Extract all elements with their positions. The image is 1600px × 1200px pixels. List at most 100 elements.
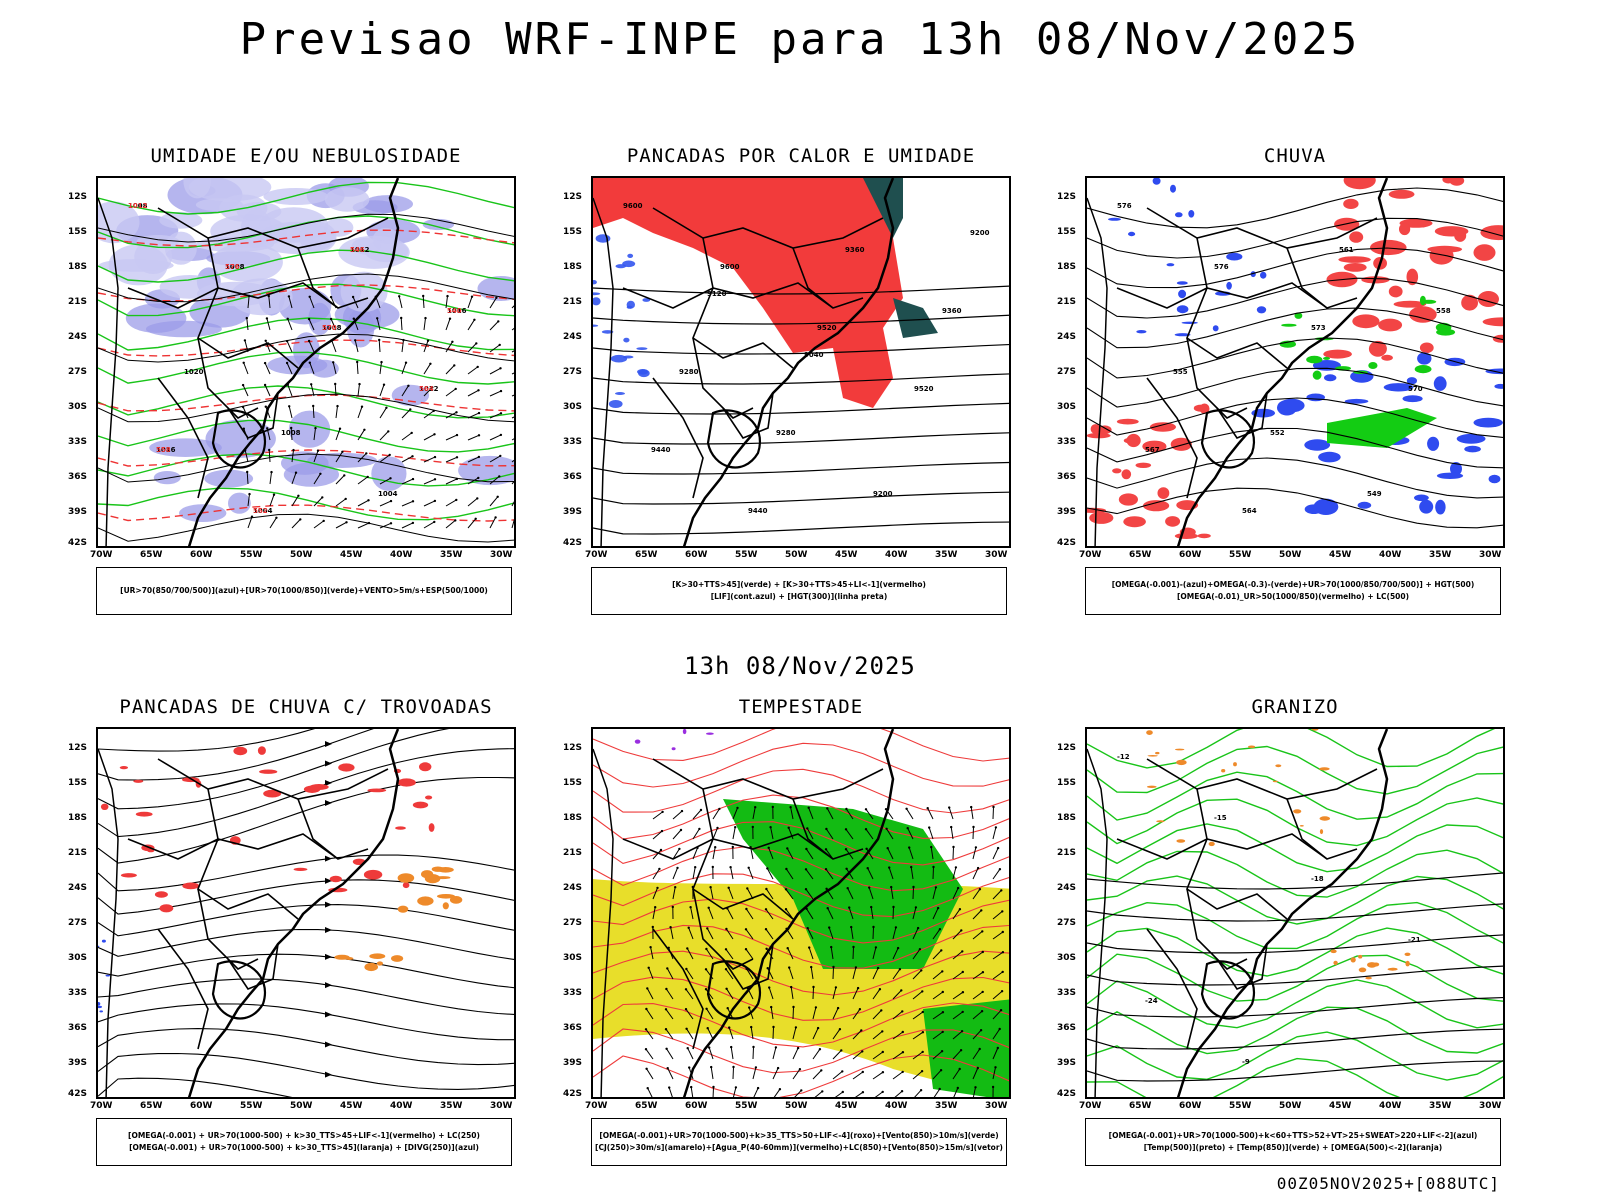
wind-arrow	[870, 907, 874, 920]
wind-arrow	[423, 363, 431, 375]
wind-arrow	[401, 455, 413, 463]
wind-arrow-head	[433, 520, 436, 524]
lat-tick-label: 24S	[68, 883, 88, 893]
lat-tick-label: 30S	[563, 402, 583, 412]
wind-arrow-head	[319, 472, 322, 475]
wind-arrow	[794, 1090, 802, 1097]
wind-arrow-head	[807, 806, 810, 809]
wind-arrow	[874, 1091, 883, 1097]
wind-arrow	[672, 829, 682, 840]
border-line	[692, 337, 754, 419]
contour-line	[1087, 996, 1503, 1018]
wind-arrow	[932, 887, 937, 900]
lon-tick-label: 50W	[785, 550, 808, 560]
wind-850-area	[923, 999, 1009, 1097]
wind-arrow	[848, 907, 854, 920]
wind-arrow	[672, 848, 680, 860]
border-line	[297, 798, 369, 860]
contour-label: 9520	[914, 385, 934, 393]
streamline-arrow	[325, 901, 332, 908]
contour-line	[593, 491, 1009, 505]
contour-label: 9280	[679, 368, 699, 376]
field-patch	[1306, 355, 1323, 364]
lat-tick-label: 36S	[1057, 472, 1077, 482]
wind-arrow-head	[684, 1008, 688, 1011]
border-line	[1186, 337, 1248, 419]
wind-arrow-head	[433, 455, 437, 459]
coastline	[1176, 178, 1389, 546]
wind-arrow-head	[956, 1086, 959, 1090]
lon-tick-label: 65W	[1129, 1101, 1152, 1111]
lat-tick-label: 33S	[1057, 988, 1077, 998]
wind-arrow	[972, 826, 974, 840]
field-patch	[1381, 354, 1393, 361]
border-line	[1216, 392, 1268, 439]
field-patch	[1112, 468, 1122, 474]
contour-label: 1008	[225, 263, 245, 271]
wind-arrow	[376, 318, 381, 331]
wind-arrow-head	[380, 360, 383, 364]
wind-arrow-head	[784, 908, 788, 911]
wind-arrow-head	[866, 867, 869, 870]
wind-arrow-head	[477, 476, 480, 480]
wind-arrow-head	[841, 1070, 844, 1073]
wind-arrow	[992, 868, 1001, 880]
wind-arrow-head	[645, 1007, 648, 1011]
lat-tick-label: 36S	[68, 1023, 88, 1033]
wind-arrow-head	[659, 848, 663, 852]
field-patch	[1279, 398, 1305, 413]
wind-arrow	[812, 1048, 821, 1060]
wind-arrow-head	[367, 499, 370, 502]
contour-line	[1087, 849, 1503, 898]
lon-tick-label: 60W	[190, 550, 213, 560]
wind-arrow-head	[860, 1029, 863, 1032]
contour-line	[1087, 1060, 1503, 1082]
wind-arrow	[832, 1071, 843, 1080]
field-patch	[376, 961, 383, 966]
lon-tick-label: 60W	[685, 550, 708, 560]
wind-arrow	[489, 455, 501, 463]
wind-arrow-head	[1001, 970, 1004, 974]
wind-arrow	[932, 1011, 944, 1020]
wind-arrow	[894, 1090, 903, 1097]
wind-arrow-head	[745, 907, 748, 911]
field-patch	[601, 330, 614, 334]
wind-arrow	[357, 522, 370, 529]
wind-arrow-head	[476, 497, 479, 500]
wind-arrow	[792, 1068, 801, 1080]
field-patch	[135, 811, 153, 817]
wind-arrow-head	[959, 1049, 963, 1052]
field-patch	[1402, 395, 1423, 403]
wind-arrow-head	[654, 906, 657, 909]
wind-arrow-head	[410, 431, 413, 435]
streamline	[98, 978, 514, 1016]
lat-tick-label: 30S	[1057, 953, 1077, 963]
wind-arrow-head	[351, 295, 355, 299]
wind-arrow-head	[338, 427, 342, 430]
wind-arrow	[445, 341, 453, 353]
field-patch	[1406, 377, 1417, 385]
dark-area	[863, 178, 903, 238]
wind-arrow-head	[666, 1067, 669, 1070]
wind-arrow	[445, 520, 456, 529]
wind-arrow-head	[830, 945, 833, 949]
panel-title: CHUVA	[1263, 145, 1327, 167]
wind-arrow	[511, 518, 514, 529]
field-patch	[98, 945, 100, 948]
wind-arrow	[972, 1067, 979, 1080]
lat-tick-label: 21S	[1057, 297, 1077, 307]
field-patch	[1344, 398, 1369, 404]
west-coastline	[593, 748, 614, 1097]
field-patch	[1108, 217, 1121, 221]
wind-arrow	[828, 927, 834, 940]
west-coastline	[1087, 748, 1108, 1097]
wind-arrow	[489, 517, 497, 529]
field-patch	[1157, 487, 1170, 499]
wind-arrow	[489, 297, 497, 309]
legend-pancadas-calor: [K>30+TTS>45](verde) + [K>30+TTS>45+LI<-…	[591, 567, 1007, 615]
wind-arrow-head	[826, 807, 829, 810]
lat-tick-label: 27S	[68, 367, 88, 377]
contour-label: 9120	[707, 290, 727, 298]
contour-line	[1087, 823, 1503, 873]
wind-arrow	[806, 828, 814, 840]
